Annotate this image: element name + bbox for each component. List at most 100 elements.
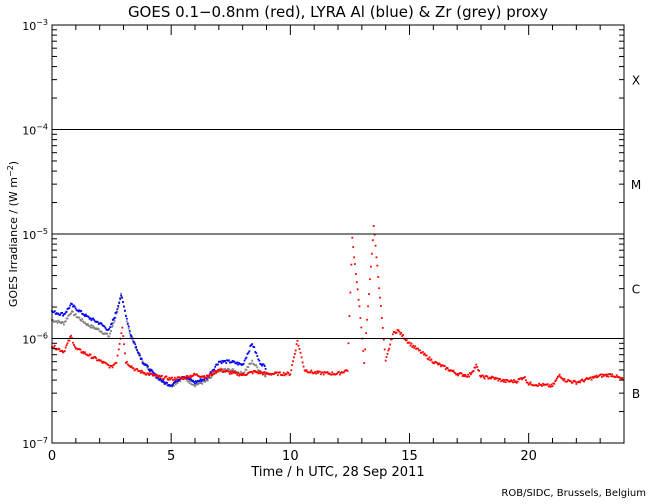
data-point-goes-0-1-0-8nm: [275, 372, 277, 374]
data-point-goes-0-1-0-8nm: [86, 354, 89, 357]
data-point-goes-0-1-0-8nm: [481, 374, 483, 377]
data-point-goes-0-1-0-8nm: [156, 374, 159, 377]
data-point-goes-0-1-0-8nm: [123, 343, 125, 346]
data-point-lyra-al-proxy: [241, 363, 244, 366]
data-point-goes-0-1-0-8nm: [221, 370, 224, 373]
data-point-goes-0-1-0-8nm: [125, 361, 128, 363]
data-point-lyra-zr-proxy: [201, 382, 204, 385]
data-point-lyra-al-proxy: [248, 350, 251, 353]
data-point-goes-0-1-0-8nm: [272, 373, 275, 375]
data-point-lyra-al-proxy: [92, 317, 95, 320]
data-point-lyra-al-proxy: [136, 349, 138, 352]
data-point-lyra-al-proxy: [200, 380, 203, 383]
data-point-lyra-zr-proxy: [249, 362, 252, 365]
data-point-goes-0-1-0-8nm: [531, 384, 534, 387]
data-point-goes-0-1-0-8nm: [529, 381, 532, 384]
data-point-goes-0-1-0-8nm: [425, 354, 428, 357]
data-point-goes-0-1-0-8nm: [580, 379, 582, 382]
data-point-goes-0-1-0-8nm: [326, 371, 329, 373]
data-point-lyra-al-proxy: [177, 378, 180, 381]
data-point-goes-0-1-0-8nm: [184, 377, 187, 380]
data-point-goes-0-1-0-8nm: [405, 339, 408, 342]
data-point-lyra-al-proxy: [59, 313, 62, 316]
data-point-lyra-zr-proxy: [139, 357, 142, 359]
data-point-goes-0-1-0-8nm: [58, 348, 61, 350]
data-point-lyra-al-proxy: [221, 359, 224, 362]
data-point-goes-0-1-0-8nm: [566, 380, 569, 383]
data-point-lyra-zr-proxy: [89, 326, 92, 329]
data-point-lyra-al-proxy: [195, 381, 198, 384]
data-point-lyra-al-proxy: [189, 377, 192, 380]
data-point-lyra-zr-proxy: [113, 319, 116, 322]
data-point-goes-0-1-0-8nm: [330, 373, 333, 376]
data-point-lyra-al-proxy: [198, 379, 201, 382]
data-point-goes-0-1-0-8nm: [320, 371, 323, 374]
data-point-goes-0-1-0-8nm: [617, 376, 620, 379]
data-point-goes-0-1-0-8nm: [610, 375, 613, 378]
data-point-goes-0-1-0-8nm: [157, 375, 160, 378]
data-point-lyra-zr-proxy: [108, 335, 111, 338]
data-point-goes-0-1-0-8nm: [147, 372, 150, 375]
data-point-goes-0-1-0-8nm: [518, 378, 521, 381]
data-point-goes-0-1-0-8nm: [414, 345, 417, 348]
data-point-goes-0-1-0-8nm: [262, 371, 265, 374]
data-point-lyra-zr-proxy: [110, 330, 112, 332]
data-point-lyra-al-proxy: [83, 314, 85, 316]
data-point-lyra-al-proxy: [203, 378, 206, 381]
data-point-goes-0-1-0-8nm: [480, 375, 482, 378]
data-point-lyra-al-proxy: [101, 324, 104, 327]
data-point-goes-0-1-0-8nm: [306, 371, 309, 373]
data-point-goes-0-1-0-8nm: [289, 373, 292, 376]
data-point-lyra-zr-proxy: [244, 368, 247, 371]
data-point-lyra-zr-proxy: [63, 323, 65, 326]
data-point-goes-0-1-0-8nm: [434, 360, 437, 363]
data-point-goes-0-1-0-8nm: [514, 381, 516, 383]
data-point-goes-0-1-0-8nm: [322, 373, 325, 376]
data-point-goes-0-1-0-8nm: [134, 368, 137, 371]
data-point-lyra-zr-proxy: [76, 316, 79, 319]
data-point-goes-0-1-0-8nm: [562, 379, 565, 382]
data-point-lyra-zr-proxy: [97, 328, 100, 331]
data-point-goes-0-1-0-8nm: [419, 349, 421, 352]
data-point-lyra-al-proxy: [74, 307, 77, 310]
x-tick-label: 5: [167, 449, 175, 464]
data-point-lyra-zr-proxy: [221, 368, 224, 371]
data-point-lyra-zr-proxy: [135, 347, 138, 350]
data-point-lyra-zr-proxy: [239, 370, 242, 373]
data-point-goes-0-1-0-8nm: [389, 343, 392, 346]
data-point-lyra-al-proxy: [178, 378, 181, 381]
data-point-lyra-zr-proxy: [198, 381, 201, 384]
data-point-lyra-al-proxy: [91, 317, 94, 320]
data-point-lyra-al-proxy: [161, 380, 164, 383]
data-point-goes-0-1-0-8nm: [309, 371, 312, 374]
data-point-goes-0-1-0-8nm: [169, 378, 172, 381]
data-point-lyra-al-proxy: [255, 352, 258, 354]
data-point-goes-0-1-0-8nm: [486, 375, 489, 378]
data-point-goes-0-1-0-8nm: [197, 375, 200, 377]
data-point-lyra-zr-proxy: [106, 332, 109, 335]
data-point-goes-0-1-0-8nm: [360, 326, 363, 329]
data-point-goes-0-1-0-8nm: [571, 381, 574, 384]
data-point-lyra-al-proxy: [120, 294, 123, 297]
data-point-goes-0-1-0-8nm: [525, 381, 528, 384]
data-point-goes-0-1-0-8nm: [503, 379, 506, 381]
data-point-lyra-al-proxy: [106, 329, 109, 331]
data-point-goes-0-1-0-8nm: [549, 385, 552, 388]
data-point-lyra-al-proxy: [52, 311, 54, 314]
data-point-goes-0-1-0-8nm: [344, 369, 347, 372]
data-point-goes-0-1-0-8nm: [239, 373, 241, 376]
data-point-lyra-zr-proxy: [183, 378, 185, 380]
data-point-goes-0-1-0-8nm: [415, 347, 418, 350]
data-point-goes-0-1-0-8nm: [167, 378, 170, 381]
data-point-goes-0-1-0-8nm: [318, 370, 321, 373]
data-point-goes-0-1-0-8nm: [454, 372, 457, 375]
data-point-goes-0-1-0-8nm: [257, 372, 260, 375]
data-point-goes-0-1-0-8nm: [174, 378, 177, 381]
data-point-goes-0-1-0-8nm: [217, 368, 220, 371]
data-point-goes-0-1-0-8nm: [285, 373, 288, 376]
data-point-goes-0-1-0-8nm: [236, 373, 239, 376]
data-point-lyra-al-proxy: [247, 351, 250, 354]
data-point-goes-0-1-0-8nm: [164, 375, 167, 378]
data-point-goes-0-1-0-8nm: [464, 373, 467, 376]
data-point-goes-0-1-0-8nm: [217, 370, 219, 373]
